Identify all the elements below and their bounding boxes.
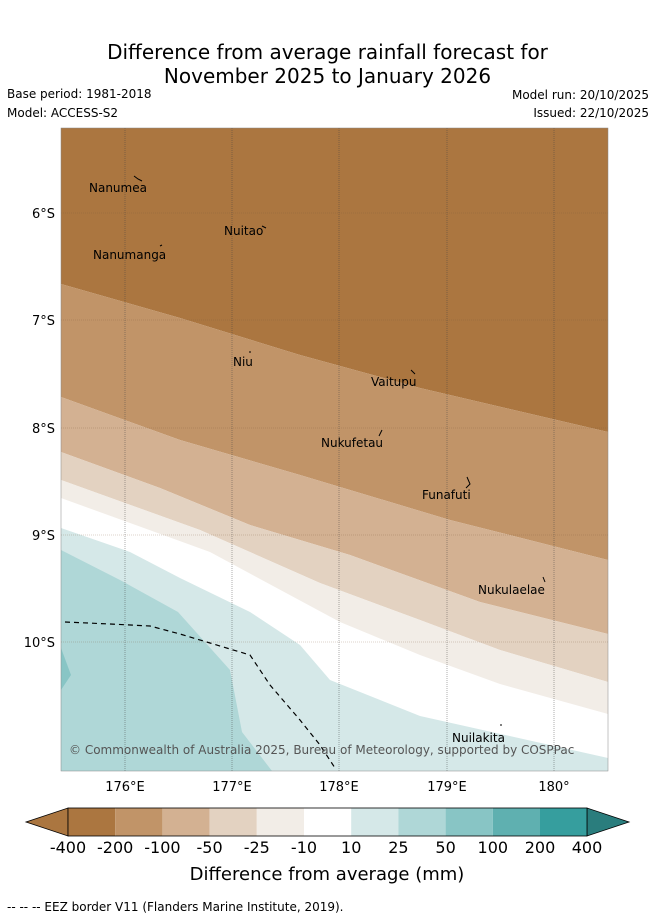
- eez-footnote: -- -- -- EEZ border V11 (Flanders Marine…: [7, 900, 344, 914]
- lon-label-176e: 176°E: [105, 780, 145, 795]
- island-label-nuilakita: Nuilakita: [452, 731, 505, 745]
- longitude-labels: 176°E 177°E 178°E 179°E 180°: [105, 780, 569, 795]
- lon-label-180: 180°: [538, 780, 569, 795]
- island-shape-nuitao: [261, 225, 267, 229]
- colorbar-tick-3: -100: [144, 838, 180, 857]
- island-label-funafuti: Funafuti: [422, 488, 471, 502]
- colorbar-title: Difference from average (mm): [190, 864, 465, 885]
- island-shape-nukulaelae: [542, 576, 546, 583]
- colorbar-tick-10: 100: [478, 838, 509, 857]
- colorbar-tick-9: 50: [435, 838, 455, 857]
- colorbar-tick-4: -50: [197, 838, 223, 857]
- colorbar-swatch-9: [445, 808, 493, 836]
- band-minus-200: [61, 284, 608, 560]
- band-minus-50: [61, 452, 608, 682]
- colorbar-arrow-low: [24, 807, 69, 837]
- island-shape-funafuti: [465, 476, 471, 489]
- colorbar-frame: [67, 807, 588, 837]
- colorbar-swatch-8: [398, 808, 446, 836]
- band-minus-400: [61, 128, 608, 432]
- title-line-2: November 2025 to January 2026: [163, 64, 492, 88]
- lon-label-178e: 178°E: [319, 780, 359, 795]
- colorbar-swatch-7: [351, 808, 399, 836]
- colorbar-swatch-4: [209, 808, 257, 836]
- island-label-niu: Niu: [233, 355, 253, 369]
- colorbar-swatch-3: [162, 808, 210, 836]
- model-name: Model: ACCESS-S2: [7, 106, 119, 120]
- island-label-nanumea: Nanumea: [89, 181, 147, 195]
- title-line-1: Difference from average rainfall forecas…: [107, 40, 548, 64]
- map-frame: [60, 127, 609, 772]
- band-minus-25: [61, 480, 608, 714]
- colorbar-arrow-high: [586, 807, 631, 837]
- island-label-nuitao: Nuitao: [224, 224, 263, 238]
- lat-label-8s: 8°S: [32, 422, 55, 437]
- lat-label-10s: 10°S: [24, 636, 55, 651]
- band-minus-100: [61, 397, 608, 634]
- lat-label-7s: 7°S: [32, 314, 55, 329]
- eez-border: [64, 621, 336, 769]
- colorbar-swatch-1: [68, 808, 116, 836]
- colorbar-tick-6: -10: [291, 838, 317, 857]
- latitude-labels: 6°S 7°S 8°S 9°S 10°S: [24, 207, 55, 651]
- colorbar: -400 -200 -100 -50 -25 -10 10 25 50 100 …: [24, 807, 631, 885]
- island-shape-nanumea: [133, 175, 143, 182]
- colorbar-tick-12: 400: [572, 838, 603, 857]
- colorbar-tick-5: -25: [244, 838, 270, 857]
- lon-label-177e: 177°E: [212, 780, 252, 795]
- island-shape-vaitupu: [410, 369, 416, 375]
- island-label-nukulaelae: Nukulaelae: [478, 583, 545, 597]
- base-period: Base period: 1981-2018: [7, 87, 152, 101]
- lon-label-179e: 179°E: [427, 780, 467, 795]
- island-label-vaitupu: Vaitupu: [371, 375, 417, 389]
- colorbar-tick-2: -200: [97, 838, 133, 857]
- band-plus-25: [61, 550, 272, 771]
- colorbar-tick-1: -400: [50, 838, 86, 857]
- model-run: Model run: 20/10/2025: [511, 88, 649, 102]
- issued-date: Issued: 22/10/2025: [533, 106, 649, 120]
- colorbar-swatch-5: [256, 808, 304, 836]
- island-label-nukufetau: Nukufetau: [321, 436, 383, 450]
- copyright-notice: © Commonwealth of Australia 2025, Bureau…: [69, 743, 574, 757]
- chart-title: Difference from average rainfall forecas…: [0, 40, 655, 88]
- colorbar-tick-11: 200: [525, 838, 556, 857]
- lat-label-6s: 6°S: [32, 207, 55, 222]
- island-shape-nukufetau: [378, 429, 383, 437]
- island-labels: Nanumea Nuitao Nanumanga Niu Vaitupu Nuk…: [89, 181, 545, 745]
- colorbar-swatch-11: [540, 808, 587, 836]
- map-area: [61, 128, 608, 771]
- colorbar-swatch-6: [304, 808, 352, 836]
- colorbar-swatch-10: [492, 808, 540, 836]
- lat-label-9s: 9°S: [32, 529, 55, 544]
- island-shape-nanumanga: [159, 244, 163, 247]
- colorbar-tick-7: 10: [341, 838, 361, 857]
- colorbar-swatch-2: [115, 808, 163, 836]
- island-shapes: [133, 175, 546, 726]
- band-plus-50: [61, 648, 71, 690]
- island-label-nanumanga: Nanumanga: [93, 248, 166, 262]
- colorbar-tick-labels: -400 -200 -100 -50 -25 -10 10 25 50 100 …: [50, 838, 602, 857]
- colorbar-tick-8: 25: [388, 838, 408, 857]
